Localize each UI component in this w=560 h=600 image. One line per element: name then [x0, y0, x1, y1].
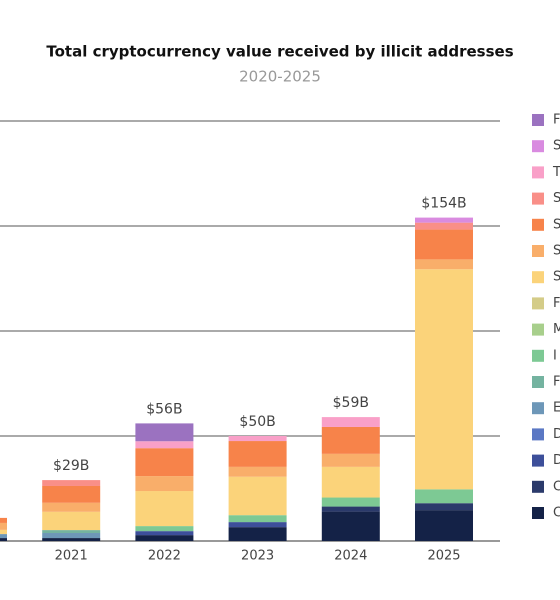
bar-segment	[42, 530, 101, 534]
bar-segment	[135, 476, 194, 492]
bar-segment	[228, 476, 287, 516]
bar-segment	[321, 506, 380, 512]
bar-segment	[135, 491, 194, 527]
legend-label: F	[553, 375, 560, 390]
bar-segment	[321, 511, 380, 541]
bar-segment	[321, 417, 380, 427]
x-tick-label: 2022	[148, 549, 181, 564]
bar-segment	[321, 497, 380, 507]
legend-swatch	[532, 297, 544, 310]
bar-segment	[135, 441, 194, 449]
bar-segment	[228, 436, 287, 442]
legend-swatch	[532, 507, 544, 519]
bar-segment	[42, 538, 101, 541]
bar-segment	[321, 466, 380, 498]
bar-segment	[0, 529, 7, 535]
legend-swatch	[532, 114, 544, 126]
total-label: $154B	[421, 196, 466, 212]
legend-swatch	[532, 480, 544, 493]
legend-label: I	[553, 348, 557, 363]
bar-segment	[415, 229, 473, 260]
bar-segment	[415, 217, 473, 223]
x-tick-label: 2024	[334, 549, 367, 564]
total-label: $29B	[53, 458, 89, 474]
legend-label: S	[553, 270, 560, 285]
bar-segment	[228, 441, 287, 467]
legend-label: E	[553, 401, 560, 416]
legend-label: F	[553, 113, 560, 128]
bar-segment	[228, 466, 287, 477]
x-tick-label: 2025	[427, 549, 460, 564]
bar-segment	[228, 522, 287, 528]
bar-segment	[42, 533, 101, 539]
legend-swatch	[532, 323, 544, 336]
legend-label: S	[553, 217, 560, 232]
bar-segment	[42, 502, 101, 512]
bar-segment	[415, 489, 473, 504]
bar-segment	[0, 538, 7, 541]
bar-segment	[415, 222, 473, 230]
bar-segment	[321, 453, 380, 467]
legend-label: T	[552, 165, 560, 180]
bar-segment	[135, 535, 194, 541]
legend-label: C	[553, 479, 560, 494]
legend-label: C	[553, 506, 560, 521]
bar-segment	[228, 515, 287, 523]
legend-swatch	[532, 166, 544, 179]
chart-title: Total cryptocurrency value received by i…	[46, 43, 513, 61]
legend-swatch	[532, 349, 544, 362]
total-label: $50B	[239, 414, 275, 430]
legend-swatch	[532, 218, 544, 231]
legend-label: D	[553, 453, 560, 468]
bar-segment	[415, 269, 473, 490]
total-label: $56B	[146, 401, 182, 417]
legend-label: S	[553, 139, 560, 154]
legend-label: S	[553, 244, 560, 259]
legend-swatch	[532, 454, 544, 467]
bar-segment	[0, 522, 7, 530]
bar-segment	[415, 259, 473, 270]
bar-segment	[415, 503, 473, 511]
x-tick-label: 2023	[241, 549, 274, 564]
legend-label: S	[553, 191, 560, 206]
legend-swatch	[532, 245, 544, 257]
chart-subtitle: 2020-2025	[239, 68, 321, 86]
legend-swatch	[532, 402, 544, 415]
legend-swatch	[532, 271, 544, 284]
bar-segment	[135, 423, 194, 442]
legend-swatch	[532, 192, 544, 205]
bar-segment	[42, 485, 101, 503]
bar-segment	[42, 480, 101, 486]
legend-swatch	[532, 140, 544, 153]
bar-segment	[135, 531, 194, 536]
x-tick-label: 2021	[55, 549, 88, 564]
legend-swatch	[532, 428, 544, 441]
bar-segment	[321, 426, 380, 454]
legend-label: D	[553, 427, 560, 442]
legend-label: F	[553, 296, 560, 311]
legend-swatch	[532, 376, 544, 388]
bar-segment	[415, 510, 473, 541]
legend-label: M	[553, 322, 560, 337]
bar-segment	[228, 527, 287, 541]
total-label: $59B	[333, 395, 369, 411]
bar-segment	[0, 534, 7, 539]
bar-segment	[135, 448, 194, 477]
bar-segment	[135, 526, 194, 532]
bar-segment	[42, 511, 101, 531]
bar-segment	[0, 517, 7, 523]
